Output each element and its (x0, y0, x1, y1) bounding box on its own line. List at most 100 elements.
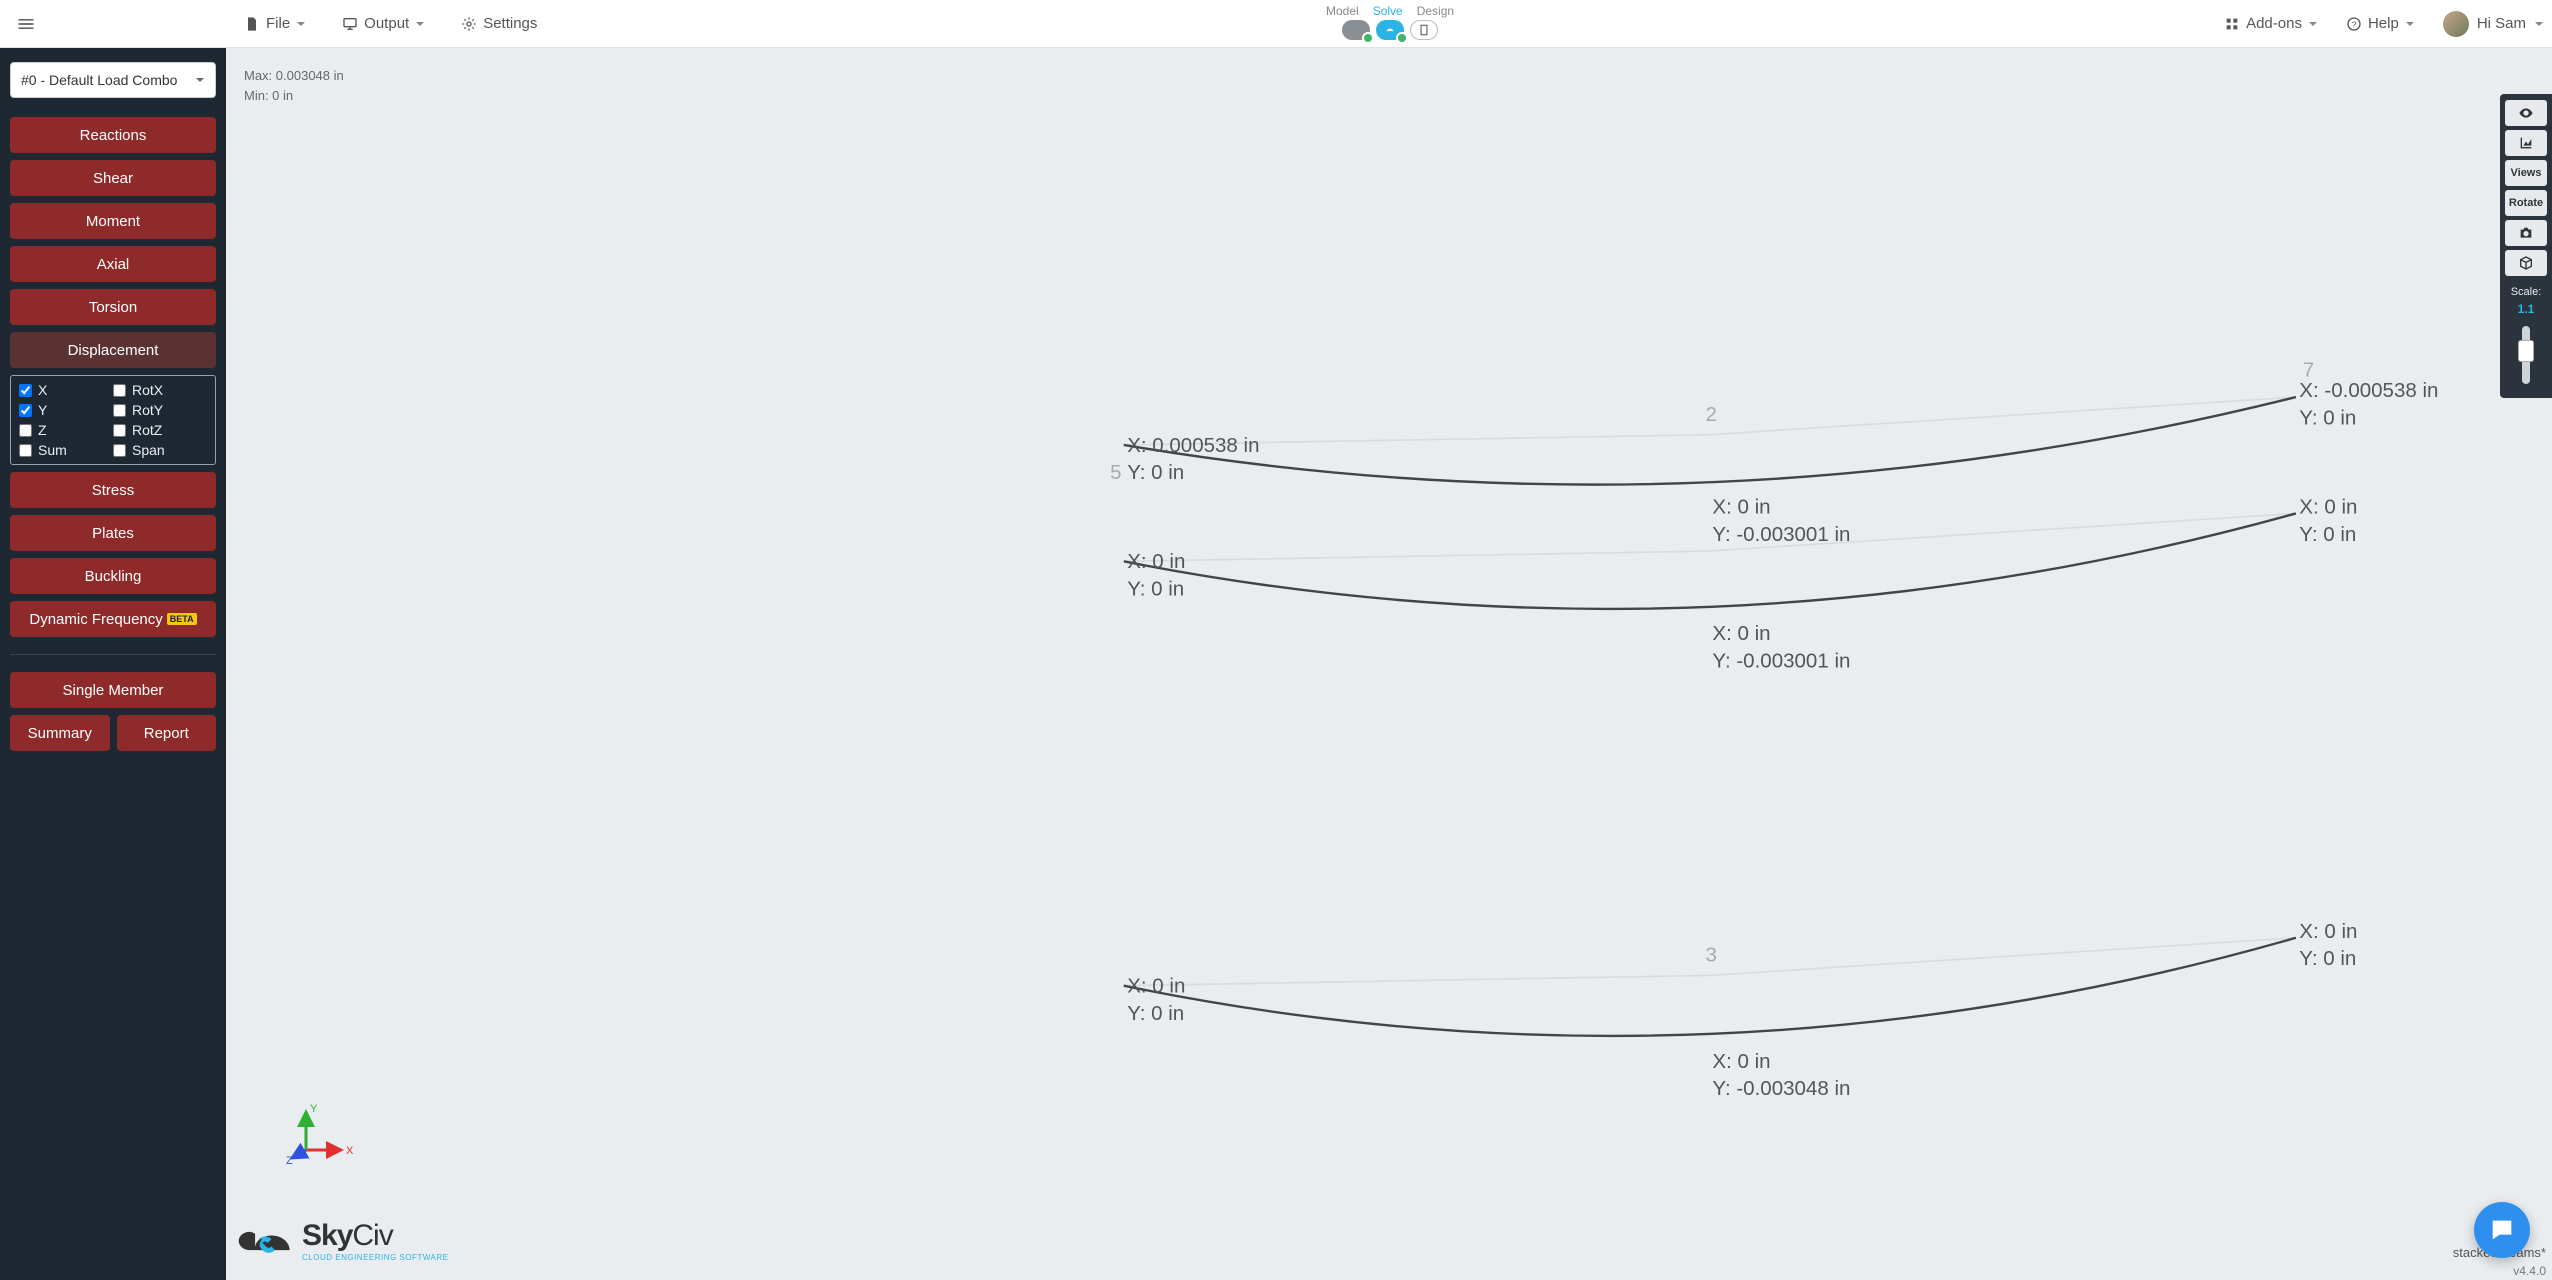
dynfreq-button[interactable]: Dynamic Frequency BETA (10, 601, 216, 637)
displacement-button[interactable]: Displacement (10, 332, 216, 368)
mode-design[interactable]: Design (1417, 4, 1454, 18)
beta-badge: BETA (167, 613, 197, 625)
check-rotz-label: RotZ (132, 422, 162, 438)
canvas[interactable]: Max: 0.003048 in Min: 0 in X: 0.000538 i… (226, 48, 2552, 1280)
avatar (2443, 11, 2469, 37)
mode-model-icon[interactable] (1342, 20, 1370, 40)
buckling-button[interactable]: Buckling (10, 558, 216, 594)
chat-button[interactable] (2474, 1202, 2530, 1258)
grid-icon (2224, 16, 2240, 32)
svg-text:Y: 0 in: Y: 0 in (1127, 578, 1184, 601)
view-toolstrip: Views Rotate Scale: 1.1 (2500, 94, 2552, 398)
load-combo-select[interactable]: #0 - Default Load Combo (10, 62, 216, 98)
chart-button[interactable] (2505, 130, 2547, 156)
svg-text:X: 0 in: X: 0 in (1712, 495, 1770, 518)
eye-icon (2518, 105, 2534, 121)
output-label: Output (364, 15, 409, 32)
check-span[interactable]: Span (113, 442, 207, 458)
svg-text:Y: Y (310, 1103, 318, 1115)
addons-menu[interactable]: Add-ons (2224, 15, 2318, 32)
views-button[interactable]: Views (2505, 160, 2547, 186)
torsion-label: Torsion (89, 299, 137, 316)
svg-text:X: 0 in: X: 0 in (2299, 495, 2357, 518)
logo-tagline: CLOUD ENGINEERING SOFTWARE (302, 1253, 449, 1262)
help-menu[interactable]: ? Help (2346, 15, 2415, 32)
cube-icon (2518, 255, 2534, 271)
chevron-down-icon (415, 19, 425, 29)
chevron-down-icon (2534, 19, 2544, 29)
svg-text:X: 0 in: X: 0 in (1712, 622, 1770, 645)
chart-icon (2518, 135, 2534, 151)
svg-text:Y: 0 in: Y: 0 in (1127, 461, 1184, 484)
reactions-label: Reactions (80, 127, 147, 144)
user-greeting: Hi Sam (2477, 15, 2526, 32)
svg-text:Y: -0.003001 in: Y: -0.003001 in (1712, 523, 1850, 546)
topbar-left: File Output Settings (244, 15, 537, 32)
brand-logo: SkyCiv CLOUD ENGINEERING SOFTWARE (238, 1219, 449, 1262)
help-label: Help (2368, 15, 2399, 32)
check-z[interactable]: Z (19, 422, 113, 438)
rotate-button[interactable]: Rotate (2505, 190, 2547, 216)
check-rotz[interactable]: RotZ (113, 422, 207, 438)
single-member-button[interactable]: Single Member (10, 672, 216, 708)
hamburger-menu[interactable] (8, 6, 44, 42)
svg-text:?: ? (2352, 19, 2357, 29)
torsion-button[interactable]: Torsion (10, 289, 216, 325)
stress-button[interactable]: Stress (10, 472, 216, 508)
mode-design-icon[interactable] (1410, 20, 1438, 40)
output-menu[interactable]: Output (342, 15, 425, 32)
mode-solve[interactable]: Solve (1373, 4, 1403, 18)
report-button[interactable]: Report (117, 715, 217, 751)
check-x[interactable]: X (19, 382, 113, 398)
summary-button[interactable]: Summary (10, 715, 110, 751)
scale-label: Scale: (2511, 286, 2542, 298)
reactions-button[interactable]: Reactions (10, 117, 216, 153)
mode-solve-icon[interactable] (1376, 20, 1404, 40)
max-value: Max: 0.003048 in (244, 66, 344, 86)
beam-diagram: X: 0.000538 in Y: 0 in X: 0 in Y: -0.003001… (226, 48, 2552, 1280)
scale-slider[interactable] (2522, 326, 2530, 384)
visibility-button[interactable] (2505, 100, 2547, 126)
moment-button[interactable]: Moment (10, 203, 216, 239)
scale-value: 1.1 (2518, 302, 2535, 316)
gear-icon (461, 16, 477, 32)
file-menu[interactable]: File (244, 15, 306, 32)
displacement-stats: Max: 0.003048 in Min: 0 in (244, 66, 344, 105)
summary-label: Summary (28, 725, 92, 742)
check-y[interactable]: Y (19, 402, 113, 418)
check-sum[interactable]: Sum (19, 442, 113, 458)
addons-label: Add-ons (2246, 15, 2302, 32)
shear-button[interactable]: Shear (10, 160, 216, 196)
check-sum-label: Sum (38, 442, 67, 458)
chevron-down-icon (296, 19, 306, 29)
chat-icon (2488, 1216, 2516, 1244)
camera-icon (2518, 225, 2534, 241)
svg-text:Y: 0 in: Y: 0 in (2299, 947, 2356, 970)
svg-text:2: 2 (1706, 403, 1717, 426)
svg-text:Z: Z (286, 1155, 293, 1167)
chevron-down-icon (2308, 19, 2318, 29)
settings-menu[interactable]: Settings (461, 15, 537, 32)
version: v4.4.0 (2513, 1264, 2546, 1278)
check-span-label: Span (132, 442, 165, 458)
svg-text:X: 0 in: X: 0 in (1127, 550, 1185, 573)
check-y-label: Y (38, 402, 47, 418)
axial-button[interactable]: Axial (10, 246, 216, 282)
user-menu[interactable]: Hi Sam (2443, 11, 2544, 37)
scale-thumb[interactable] (2518, 340, 2534, 362)
hamburger-icon (16, 14, 36, 34)
camera-button[interactable] (2505, 220, 2547, 246)
shear-label: Shear (93, 170, 133, 187)
logo-icon (238, 1221, 294, 1261)
moment-label: Moment (86, 213, 140, 230)
check-roty[interactable]: RotY (113, 402, 207, 418)
cube-button[interactable] (2505, 250, 2547, 276)
mode-model[interactable]: Model (1326, 4, 1359, 18)
monitor-icon (342, 16, 358, 32)
load-combo-label: #0 - Default Load Combo (21, 72, 177, 88)
single-member-label: Single Member (63, 682, 164, 699)
svg-text:X: 0.000538 in: X: 0.000538 in (1127, 434, 1259, 457)
plates-button[interactable]: Plates (10, 515, 216, 551)
check-rotx[interactable]: RotX (113, 382, 207, 398)
check-roty-label: RotY (132, 402, 163, 418)
